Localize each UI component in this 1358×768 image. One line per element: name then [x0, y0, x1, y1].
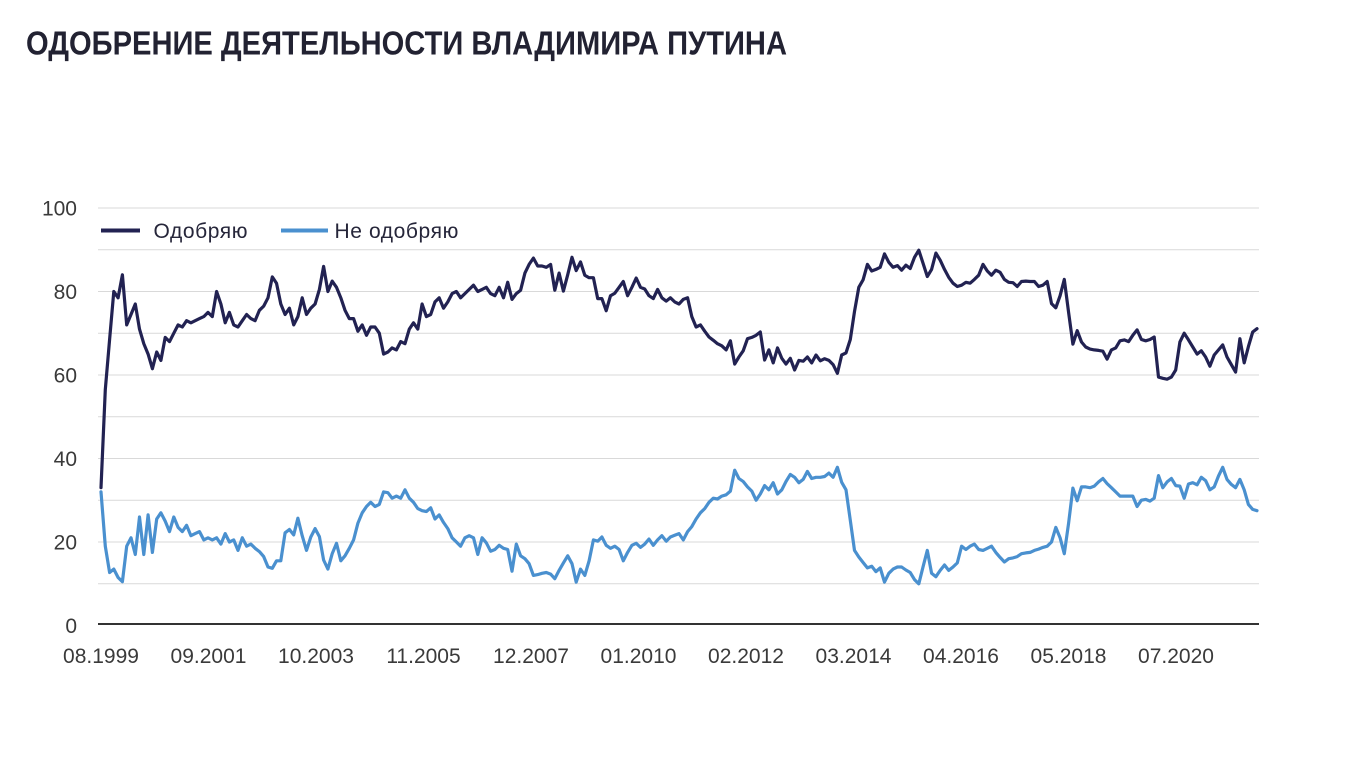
- svg-text:100: 100: [42, 198, 77, 221]
- svg-text:08.1999: 08.1999: [63, 645, 139, 668]
- svg-text:11.2005: 11.2005: [386, 645, 460, 668]
- svg-text:40: 40: [54, 448, 77, 471]
- svg-text:20: 20: [54, 532, 77, 555]
- svg-text:60: 60: [54, 365, 77, 388]
- svg-text:10.2003: 10.2003: [278, 645, 354, 668]
- svg-text:Одобряю: Одобряю: [154, 220, 249, 243]
- svg-text:03.2014: 03.2014: [816, 645, 892, 668]
- svg-text:07.2020: 07.2020: [1138, 645, 1214, 668]
- svg-text:05.2018: 05.2018: [1031, 645, 1107, 668]
- svg-text:01.2010: 01.2010: [601, 645, 677, 668]
- svg-text:02.2012: 02.2012: [708, 645, 784, 668]
- svg-text:0: 0: [65, 615, 77, 638]
- svg-text:ОДОБРЕНИЕ ДЕЯТЕЛЬНОСТИ ВЛАДИМИ: ОДОБРЕНИЕ ДЕЯТЕЛЬНОСТИ ВЛАДИМИРА ПУТИНА: [26, 25, 787, 62]
- svg-text:09.2001: 09.2001: [171, 645, 247, 668]
- svg-text:80: 80: [54, 281, 77, 304]
- svg-text:12.2007: 12.2007: [493, 645, 569, 668]
- svg-text:04.2016: 04.2016: [923, 645, 999, 668]
- svg-text:Не одобряю: Не одобряю: [335, 220, 459, 243]
